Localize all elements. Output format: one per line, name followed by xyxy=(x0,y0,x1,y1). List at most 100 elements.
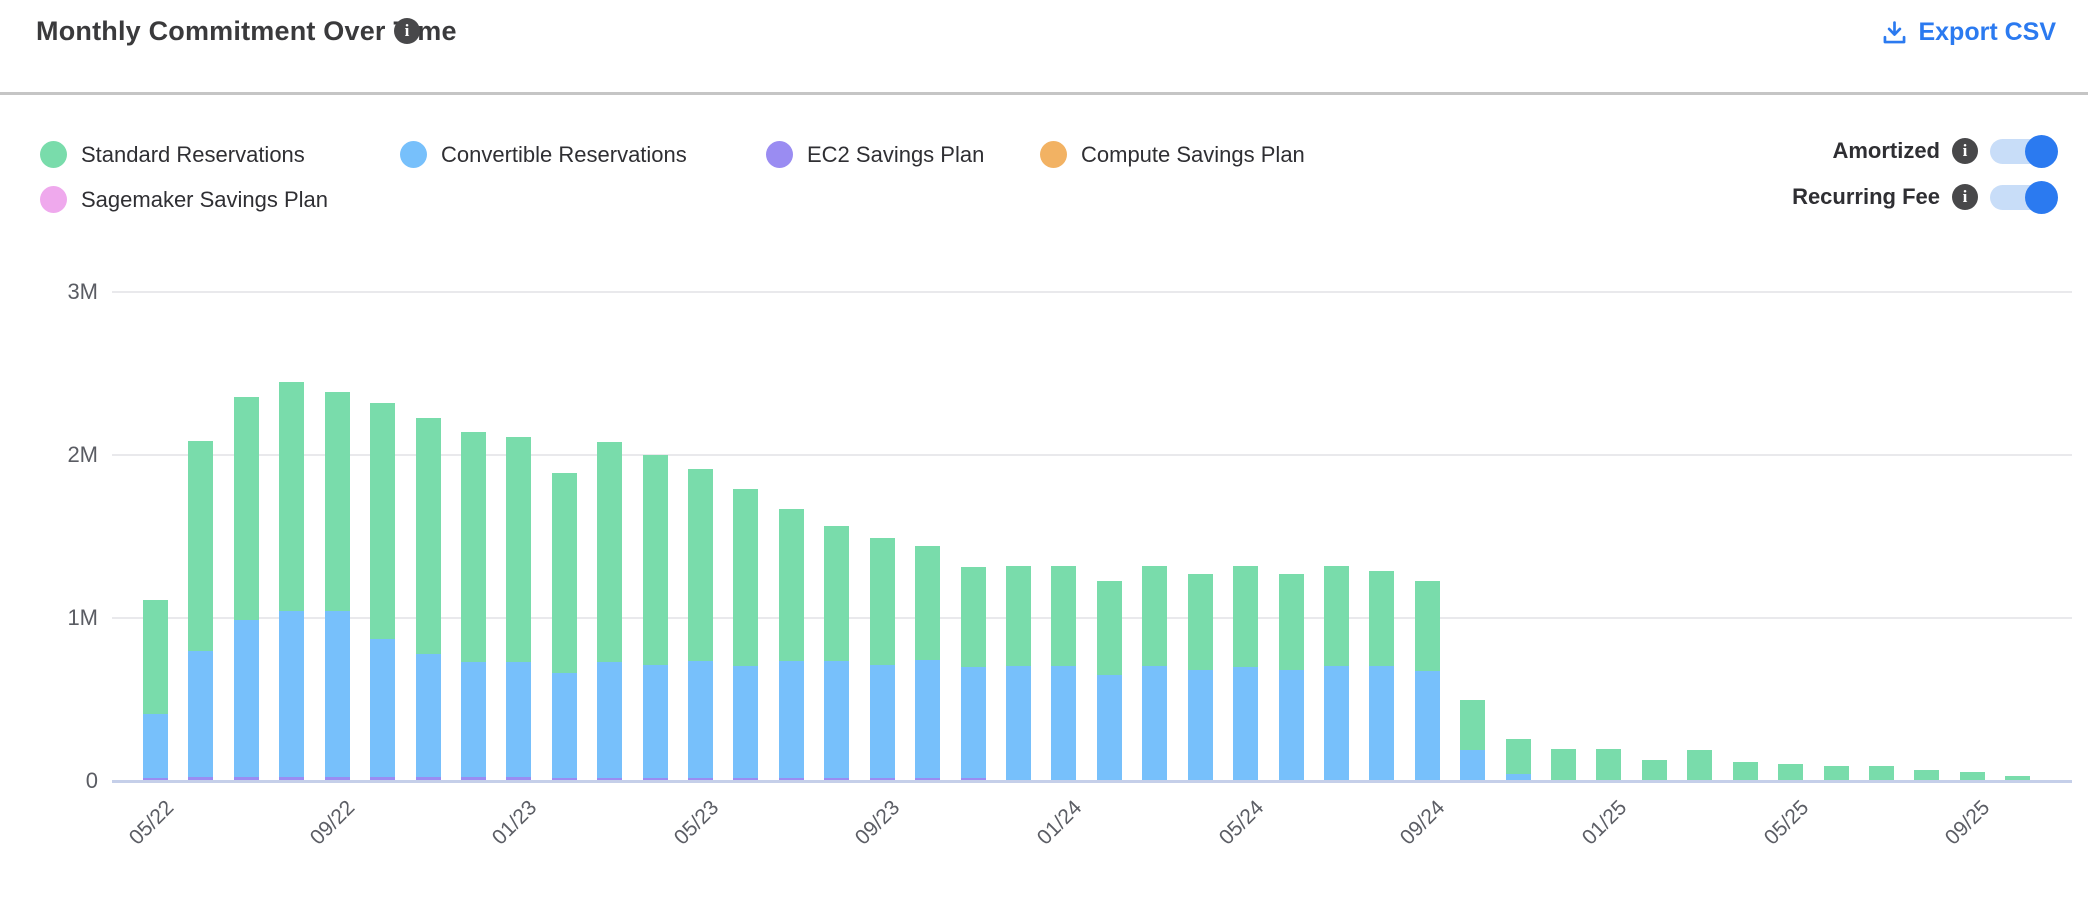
bar-segment-01-25-standard-reservations[interactable] xyxy=(1596,749,1622,781)
bar-segment-02-23-convertible-reservations[interactable] xyxy=(551,673,577,778)
bar-segment-07-23-ec2-savings-plan[interactable] xyxy=(778,777,804,781)
bar-segment-09-22-convertible-reservations[interactable] xyxy=(324,610,350,777)
bar-segment-05-22-convertible-reservations[interactable] xyxy=(143,714,168,778)
bar-segment-06-22-standard-reservations[interactable] xyxy=(188,441,214,652)
bar-segment-02-24-convertible-reservations[interactable] xyxy=(1096,675,1122,781)
bar-segment-06-23-ec2-savings-plan[interactable] xyxy=(733,777,759,781)
bar-segment-10-25-standard-reservations[interactable] xyxy=(2005,776,2031,781)
bar-segment-08-22-ec2-savings-plan[interactable] xyxy=(279,776,305,781)
recurring-fee-info-icon[interactable]: i xyxy=(1952,184,1978,210)
bar-segment-03-23-standard-reservations[interactable] xyxy=(597,441,623,662)
bar-segment-04-24-convertible-reservations[interactable] xyxy=(1187,670,1213,781)
bar-segment-11-22-convertible-reservations[interactable] xyxy=(415,653,441,777)
bar-segment-11-23-standard-reservations[interactable] xyxy=(960,567,986,667)
legend-item-standard-reservations[interactable]: Standard Reservations xyxy=(40,141,305,168)
bar-segment-04-24-standard-reservations[interactable] xyxy=(1187,573,1213,671)
bar-segment-10-24-standard-reservations[interactable] xyxy=(1460,699,1486,751)
bar-segment-05-22-ec2-savings-plan[interactable] xyxy=(143,777,168,781)
bar-segment-07-22-convertible-reservations[interactable] xyxy=(233,620,259,777)
legend-item-ec2-savings-plan[interactable]: EC2 Savings Plan xyxy=(766,141,984,168)
bar-segment-09-23-convertible-reservations[interactable] xyxy=(869,665,895,778)
bar-segment-02-25-standard-reservations[interactable] xyxy=(1641,759,1667,781)
bar-segment-01-24-standard-reservations[interactable] xyxy=(1051,565,1077,667)
bar-segment-08-25-standard-reservations[interactable] xyxy=(1914,770,1940,781)
bar-segment-10-23-convertible-reservations[interactable] xyxy=(915,660,941,778)
amortized-info-icon[interactable]: i xyxy=(1952,138,1978,164)
bar-segment-02-23-standard-reservations[interactable] xyxy=(551,472,577,674)
bar-segment-09-22-standard-reservations[interactable] xyxy=(324,392,350,611)
bar-segment-09-25-standard-reservations[interactable] xyxy=(1959,772,1985,781)
legend-item-compute-savings-plan[interactable]: Compute Savings Plan xyxy=(1040,141,1305,168)
bar-segment-04-23-ec2-savings-plan[interactable] xyxy=(642,777,668,781)
bar-segment-10-22-convertible-reservations[interactable] xyxy=(370,639,396,777)
bar-segment-11-22-ec2-savings-plan[interactable] xyxy=(415,776,441,781)
bar-segment-07-23-standard-reservations[interactable] xyxy=(778,508,804,662)
bar-segment-03-25-standard-reservations[interactable] xyxy=(1687,750,1713,781)
bar-segment-02-24-standard-reservations[interactable] xyxy=(1096,580,1122,676)
bar-segment-09-24-convertible-reservations[interactable] xyxy=(1414,670,1440,781)
bar-segment-11-24-convertible-reservations[interactable] xyxy=(1505,773,1531,781)
bar-segment-07-24-convertible-reservations[interactable] xyxy=(1323,666,1349,781)
bar-segment-09-23-standard-reservations[interactable] xyxy=(869,538,895,666)
bar-segment-12-22-ec2-savings-plan[interactable] xyxy=(460,776,486,781)
bar-segment-11-24-standard-reservations[interactable] xyxy=(1505,738,1531,774)
bar-segment-01-23-standard-reservations[interactable] xyxy=(506,437,532,662)
bar-segment-04-25-standard-reservations[interactable] xyxy=(1732,762,1758,781)
bar-segment-06-23-standard-reservations[interactable] xyxy=(733,489,759,667)
bar-segment-03-24-convertible-reservations[interactable] xyxy=(1142,666,1168,781)
bar-segment-12-22-standard-reservations[interactable] xyxy=(460,432,486,662)
bar-segment-06-22-convertible-reservations[interactable] xyxy=(188,651,214,777)
bar-segment-04-23-standard-reservations[interactable] xyxy=(642,455,668,666)
title-info-icon[interactable]: i xyxy=(394,18,420,44)
bar-segment-06-25-standard-reservations[interactable] xyxy=(1823,766,1849,781)
bar-segment-03-23-ec2-savings-plan[interactable] xyxy=(597,777,623,781)
bar-segment-06-24-standard-reservations[interactable] xyxy=(1278,573,1304,671)
bar-segment-08-23-ec2-savings-plan[interactable] xyxy=(824,777,850,781)
bar-segment-10-23-ec2-savings-plan[interactable] xyxy=(915,777,941,781)
recurring-fee-switch[interactable] xyxy=(1990,180,2058,214)
bar-segment-08-24-convertible-reservations[interactable] xyxy=(1369,666,1395,781)
bar-segment-05-22-standard-reservations[interactable] xyxy=(143,600,168,715)
bar-segment-10-22-standard-reservations[interactable] xyxy=(370,402,396,640)
legend-item-convertible-reservations[interactable]: Convertible Reservations xyxy=(400,141,687,168)
bar-segment-08-23-convertible-reservations[interactable] xyxy=(824,661,850,778)
bar-segment-01-23-convertible-reservations[interactable] xyxy=(506,662,532,777)
bar-segment-06-24-convertible-reservations[interactable] xyxy=(1278,670,1304,781)
bar-segment-06-22-ec2-savings-plan[interactable] xyxy=(188,776,214,781)
bar-segment-08-23-standard-reservations[interactable] xyxy=(824,525,850,662)
bar-segment-07-23-convertible-reservations[interactable] xyxy=(778,661,804,778)
bar-segment-09-22-ec2-savings-plan[interactable] xyxy=(324,776,350,781)
bar-segment-01-23-ec2-savings-plan[interactable] xyxy=(506,776,532,781)
bar-segment-08-22-convertible-reservations[interactable] xyxy=(279,610,305,777)
bar-segment-07-25-standard-reservations[interactable] xyxy=(1868,766,1894,781)
bar-segment-11-23-ec2-savings-plan[interactable] xyxy=(960,777,986,781)
bar-segment-07-22-standard-reservations[interactable] xyxy=(233,397,259,621)
bar-segment-10-24-convertible-reservations[interactable] xyxy=(1460,750,1486,781)
bar-segment-11-23-convertible-reservations[interactable] xyxy=(960,666,986,778)
bar-segment-12-23-standard-reservations[interactable] xyxy=(1005,565,1031,667)
bar-segment-01-24-convertible-reservations[interactable] xyxy=(1051,666,1077,781)
bar-segment-12-23-convertible-reservations[interactable] xyxy=(1005,666,1031,781)
bar-segment-08-24-standard-reservations[interactable] xyxy=(1369,570,1395,667)
bar-segment-04-23-convertible-reservations[interactable] xyxy=(642,665,668,778)
bar-segment-11-22-standard-reservations[interactable] xyxy=(415,417,441,654)
bar-segment-10-23-standard-reservations[interactable] xyxy=(915,546,941,661)
bar-segment-05-23-convertible-reservations[interactable] xyxy=(688,661,714,778)
bar-segment-06-23-convertible-reservations[interactable] xyxy=(733,666,759,778)
bar-segment-07-22-ec2-savings-plan[interactable] xyxy=(233,776,259,781)
legend-item-sagemaker-savings-plan[interactable]: Sagemaker Savings Plan xyxy=(40,186,328,213)
bar-segment-07-24-standard-reservations[interactable] xyxy=(1323,565,1349,667)
bar-segment-03-23-convertible-reservations[interactable] xyxy=(597,662,623,778)
bar-segment-12-24-standard-reservations[interactable] xyxy=(1551,749,1577,781)
bar-segment-05-24-convertible-reservations[interactable] xyxy=(1233,666,1259,781)
bar-segment-03-24-standard-reservations[interactable] xyxy=(1142,565,1168,667)
bar-segment-08-22-standard-reservations[interactable] xyxy=(279,382,305,611)
bar-segment-12-22-convertible-reservations[interactable] xyxy=(460,662,486,777)
bar-segment-02-23-ec2-savings-plan[interactable] xyxy=(551,777,577,781)
bar-segment-09-23-ec2-savings-plan[interactable] xyxy=(869,777,895,781)
amortized-switch[interactable] xyxy=(1990,134,2058,168)
bar-segment-05-25-standard-reservations[interactable] xyxy=(1778,763,1804,781)
bar-segment-05-24-standard-reservations[interactable] xyxy=(1233,565,1259,667)
export-csv-button[interactable]: Export CSV xyxy=(1881,18,2056,47)
bar-segment-09-24-standard-reservations[interactable] xyxy=(1414,580,1440,671)
